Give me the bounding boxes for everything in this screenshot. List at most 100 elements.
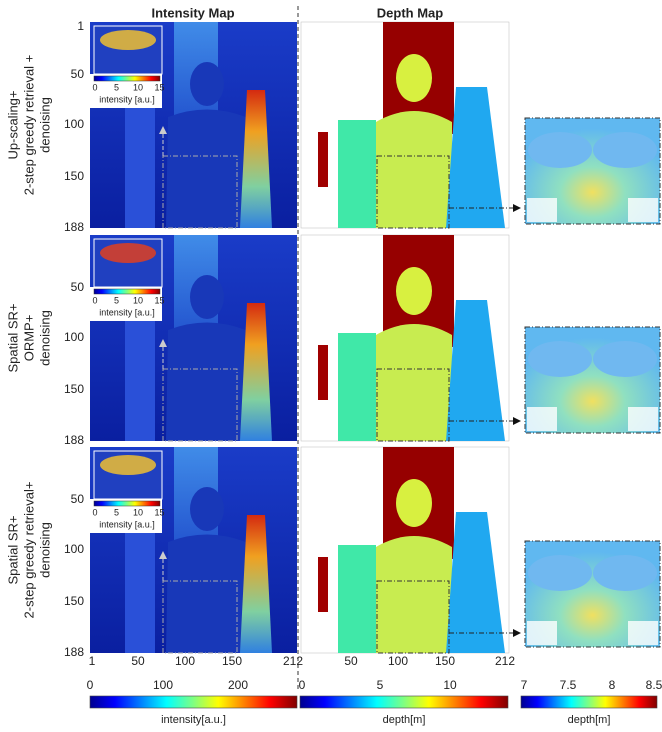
intensity-panel: 0 5 10 15 intensity [a.u.] [90,235,297,442]
roi [162,155,238,229]
arrow-head [159,126,167,134]
depth-head [396,479,432,527]
y-tick-label: 50 [71,492,85,506]
colorbar-label: depth[m] [383,714,426,726]
inset-tick: 10 [133,507,143,517]
x-tick-label: 50 [344,654,358,668]
colorbar-tick: 200 [228,678,248,692]
zoom-shoulder [528,132,592,168]
y-tick-label: 100 [64,330,84,344]
inset-tick: 15 [154,507,164,517]
zoom-gap [527,407,557,431]
inset-hot [100,243,156,263]
zoom-arrow [513,629,521,637]
colorbar-tick: 10 [443,678,457,692]
y-tick-label: 188 [64,433,84,447]
cone [446,87,505,228]
y-tick-label: 100 [64,117,84,131]
colorbar-tick: 7 [521,678,528,692]
hot-column [240,303,272,441]
y-tick-label: 100 [64,542,84,556]
depth-body [376,536,452,653]
row-label: Up-scaling+ [5,90,20,159]
inset-tick: 10 [133,295,143,305]
box [338,120,376,228]
inset-colorbar [93,75,161,82]
colorbar-tick: 8 [609,678,616,692]
zoom-shoulder [593,555,657,591]
depth-head [396,267,432,315]
thin-bar [318,345,328,400]
colorbar [520,695,658,709]
depth-roi [376,368,450,442]
y-tick-label: 150 [64,594,84,608]
colorbar-tick: 5 [377,678,384,692]
cone [446,300,505,441]
cone [446,512,505,653]
intensity-panel: 0 5 10 15 intensity [a.u.] [90,447,297,654]
colorbar-tick: 0 [299,678,306,692]
head [190,275,224,319]
depth-body [376,324,452,441]
inset-label: intensity [a.u.] [99,94,155,104]
zoom-panel [524,326,661,434]
zoom-arrow [513,417,521,425]
colorbar [89,695,298,709]
zoom-gap [527,621,557,645]
inset-tick: 5 [114,82,119,92]
zoom-panel [524,117,661,225]
x-tick-label: 212 [283,654,303,668]
row-label: Spatial SR+ [5,515,20,584]
x-tick-label: 212 [495,654,515,668]
thin-bar [318,557,328,612]
zoom-arrow [513,204,521,212]
roi [162,580,238,654]
thin-bar [318,132,328,187]
y-tick-label: 1 [77,19,84,33]
y-tick-label: 150 [64,382,84,396]
inset-colorbar [93,500,161,507]
row-label: ORMP+ [21,315,36,362]
colorbar-label: intensity[a.u.] [161,714,226,726]
inset-tick: 10 [133,82,143,92]
box [338,545,376,653]
inset-hot [100,455,156,475]
row-label: 2-step greedy retrieval + [21,55,36,196]
row-label: denoising [37,310,52,366]
y-tick-label: 150 [64,169,84,183]
pillar [125,100,155,228]
x-tick-label: 100 [388,654,408,668]
inset-tick: 15 [154,295,164,305]
box [338,333,376,441]
depth-body [376,111,452,228]
head [190,62,224,106]
row-label: 2-step greedy retrieval+ [21,482,36,619]
intensity-panel: 0 5 10 15 intensity [a.u.] [90,22,297,229]
hot-column [240,515,272,653]
column-title: Depth Map [377,5,444,20]
inset-tick: 5 [114,295,119,305]
roi [162,368,238,442]
row-label: Spatial SR+ [5,303,20,372]
head [190,487,224,531]
x-tick-label: 100 [175,654,195,668]
x-tick-label: 50 [131,654,145,668]
depth-roi [376,580,450,654]
zoom-gap [527,198,557,222]
zoom-shoulder [593,132,657,168]
y-tick-label: 188 [64,220,84,234]
inset-tick: 15 [154,82,164,92]
x-tick-label: 1 [89,654,96,668]
inset-colorbar [93,288,161,295]
colorbar-tick: 0 [87,678,94,692]
x-tick-label: 150 [435,654,455,668]
body [166,534,248,653]
hot-column [240,90,272,228]
depth-roi [376,155,450,229]
colorbar [299,695,509,709]
zoom-gap [628,198,658,222]
zoom-shoulder [528,341,592,377]
zoom-shoulder [593,341,657,377]
column-title: Intensity Map [151,5,234,20]
zoom-gap [628,621,658,645]
